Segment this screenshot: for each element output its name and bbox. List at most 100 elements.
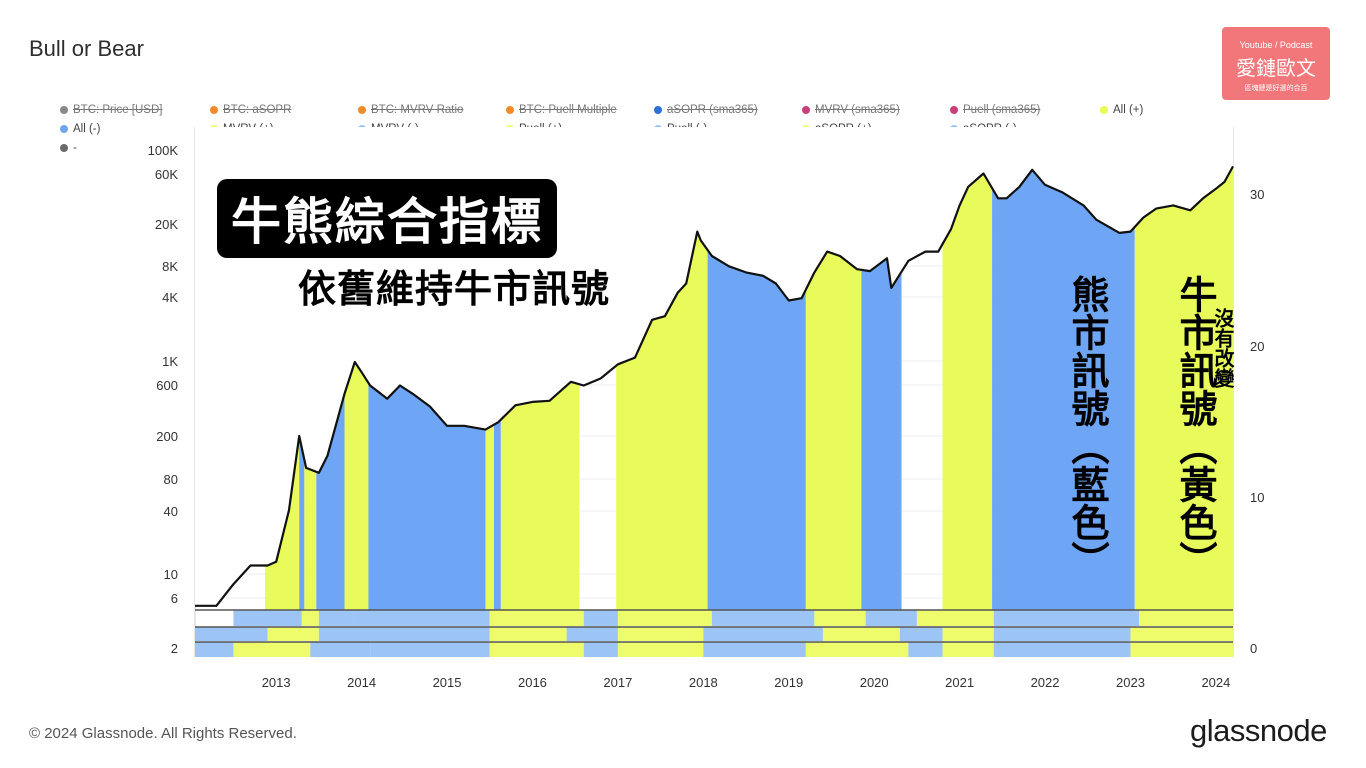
page-title: Bull or Bear bbox=[29, 36, 144, 61]
y-tick-label: 1K bbox=[162, 354, 178, 369]
legend-item[interactable]: MVRV (sma365) bbox=[802, 104, 900, 116]
legend-swatch bbox=[654, 106, 662, 114]
badge-line2: 愛鏈歐文 bbox=[1236, 56, 1316, 80]
indicator-strip-segment bbox=[993, 627, 1131, 641]
legend-label: BTC: MVRV Ratio bbox=[371, 104, 464, 116]
legend-item[interactable]: BTC: aSOPR bbox=[210, 104, 291, 116]
overlay-banner: 牛熊綜合指標 bbox=[217, 179, 557, 258]
y-tick-label: 2 bbox=[171, 641, 178, 656]
indicator-strip-segment bbox=[489, 627, 567, 641]
legend-swatch bbox=[1100, 106, 1108, 114]
y2-tick-label: 30 bbox=[1250, 187, 1264, 202]
x-tick-label: 2014 bbox=[347, 675, 376, 690]
indicator-strip-segment bbox=[993, 642, 1131, 657]
indicator-strip-segment bbox=[301, 610, 319, 626]
x-tick-label: 2024 bbox=[1201, 675, 1230, 690]
indicator-strip-segment bbox=[617, 642, 704, 657]
x-tick-label: 2017 bbox=[603, 675, 632, 690]
indicator-strip-segment bbox=[318, 627, 490, 641]
legend-swatch bbox=[60, 144, 68, 152]
indicator-strip-segment bbox=[353, 610, 490, 626]
x-tick-label: 2016 bbox=[518, 675, 547, 690]
indicator-strip-segment bbox=[318, 610, 354, 626]
badge-line3: 區塊鏈是好選的合百 bbox=[1244, 85, 1308, 92]
indicator-strip-segment bbox=[942, 642, 994, 657]
legend-label: Puell (sma365) bbox=[963, 104, 1041, 116]
legend-item[interactable]: BTC: MVRV Ratio bbox=[358, 104, 463, 116]
x-tick-label: 2019 bbox=[774, 675, 803, 690]
legend-label: BTC: aSOPR bbox=[223, 104, 292, 116]
y-tick-label: 10 bbox=[164, 567, 178, 582]
regime-band-bull bbox=[1134, 147, 1233, 610]
y2-tick-label: 0 bbox=[1250, 641, 1257, 656]
legend-item[interactable]: BTC: Puell Multiple bbox=[506, 104, 617, 116]
glassnode-logo[interactable]: glassnode bbox=[1190, 713, 1327, 748]
indicator-strip-segment bbox=[583, 642, 618, 657]
y-tick-label: 40 bbox=[164, 504, 178, 519]
legend-item[interactable]: All (-) bbox=[60, 123, 100, 135]
y-tick-label: 6 bbox=[171, 591, 178, 606]
indicator-strip-segment bbox=[993, 610, 1140, 626]
indicator-strip-segment bbox=[617, 627, 704, 641]
legend-label: BTC: Price [USD] bbox=[73, 104, 163, 116]
indicator-strip-segment bbox=[233, 642, 311, 657]
legend-item[interactable]: BTC: Price [USD] bbox=[60, 104, 162, 116]
legend-item[interactable]: Puell (sma365) bbox=[950, 104, 1040, 116]
indicator-strip-segment bbox=[899, 627, 943, 641]
legend-label: All (+) bbox=[1113, 104, 1144, 116]
indicator-strip-segment bbox=[703, 627, 823, 641]
legend-swatch bbox=[802, 106, 810, 114]
legend-label: BTC: Puell Multiple bbox=[519, 104, 617, 116]
indicator-strip-segment bbox=[822, 627, 900, 641]
indicator-strip-segment bbox=[916, 610, 994, 626]
x-tick-label: 2013 bbox=[262, 675, 291, 690]
legend-label: aSOPR (sma365) bbox=[667, 104, 758, 116]
btc-price-line bbox=[195, 165, 1234, 607]
y2-tick-label: 10 bbox=[1250, 490, 1264, 505]
indicator-strip-segment bbox=[195, 627, 268, 641]
y-tick-label: 600 bbox=[156, 378, 178, 393]
indicator-strip-segment bbox=[370, 642, 490, 657]
copyright-footer: © 2024 Glassnode. All Rights Reserved. bbox=[29, 725, 297, 742]
legend-item[interactable]: All (+) bbox=[1100, 104, 1143, 116]
indicator-strip-segment bbox=[310, 642, 371, 657]
y-tick-label: 20K bbox=[155, 217, 178, 232]
indicator-strip-segment bbox=[233, 610, 302, 626]
x-tick-label: 2023 bbox=[1116, 675, 1145, 690]
indicator-strip-segment bbox=[703, 642, 806, 657]
x-tick-label: 2022 bbox=[1031, 675, 1060, 690]
indicator-strip-segment bbox=[711, 610, 815, 626]
y-tick-label: 200 bbox=[156, 429, 178, 444]
legend-item[interactable]: aSOPR (sma365) bbox=[654, 104, 758, 116]
indicator-strip-segment bbox=[617, 610, 712, 626]
legend-label: MVRV (sma365) bbox=[815, 104, 900, 116]
badge-line1: Youtube / Podcast bbox=[1239, 40, 1313, 50]
legend-swatch bbox=[60, 106, 68, 114]
indicator-strip-segment bbox=[942, 627, 994, 641]
indicator-strip-segment bbox=[1139, 610, 1233, 626]
overlay-subtitle: 依舊維持牛市訊號 bbox=[298, 269, 611, 311]
legend-label: - bbox=[73, 142, 77, 154]
y-tick-label: 8K bbox=[162, 259, 178, 274]
bull-signal-note: 牛市訊號（黃色） bbox=[1173, 275, 1215, 579]
indicator-strip-segment bbox=[195, 642, 234, 657]
indicator-strip-segment bbox=[1130, 642, 1233, 657]
legend-item[interactable]: - bbox=[60, 142, 77, 154]
channel-logo-badge[interactable]: Youtube / Podcast 愛鏈歐文 區塊鏈是好選的合百 bbox=[1222, 27, 1330, 100]
indicator-strip-segment bbox=[267, 627, 319, 641]
y-tick-label: 100K bbox=[148, 143, 179, 158]
unchanged-note: 沒有改變 bbox=[1211, 308, 1233, 388]
bear-signal-note: 熊市訊號（藍色） bbox=[1065, 275, 1107, 579]
legend-swatch bbox=[358, 106, 366, 114]
x-tick-label: 2018 bbox=[689, 675, 718, 690]
indicator-strip-segment bbox=[908, 642, 943, 657]
legend-swatch bbox=[60, 125, 68, 133]
indicator-strip-segment bbox=[489, 610, 584, 626]
legend-swatch bbox=[950, 106, 958, 114]
x-tick-label: 2020 bbox=[860, 675, 889, 690]
x-tick-label: 2015 bbox=[433, 675, 462, 690]
legend-swatch bbox=[210, 106, 218, 114]
indicator-strip-segment bbox=[566, 627, 618, 641]
y-tick-label: 4K bbox=[162, 290, 178, 305]
